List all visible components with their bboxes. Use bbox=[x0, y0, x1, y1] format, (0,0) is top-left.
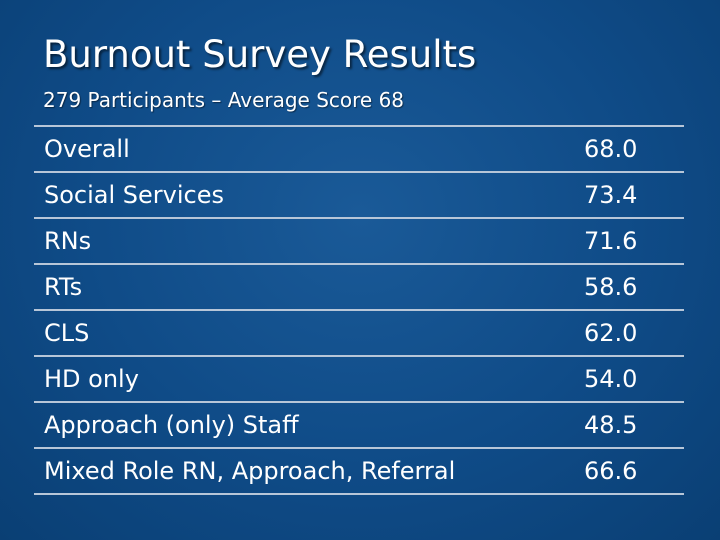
row-label: Overall bbox=[44, 135, 130, 163]
row-label: Mixed Role RN, Approach, Referral bbox=[44, 457, 456, 485]
slide-title: Burnout Survey Results bbox=[43, 33, 477, 76]
table-row: Social Services 73.4 bbox=[34, 173, 684, 219]
row-score: 73.4 bbox=[584, 181, 638, 209]
row-score: 71.6 bbox=[584, 227, 638, 255]
row-score: 54.0 bbox=[584, 365, 638, 393]
row-score: 62.0 bbox=[584, 319, 638, 347]
row-label: CLS bbox=[44, 319, 90, 347]
row-score: 66.6 bbox=[584, 457, 638, 485]
row-label: Social Services bbox=[44, 181, 224, 209]
row-label: RNs bbox=[44, 227, 92, 255]
slide-subtitle: 279 Participants – Average Score 68 bbox=[43, 88, 405, 112]
table-row: CLS 62.0 bbox=[34, 311, 684, 357]
results-table: Overall 68.0 Social Services 73.4 RNs 71… bbox=[34, 125, 684, 495]
row-label: Approach (only) Staff bbox=[44, 411, 299, 439]
table-row: RNs 71.6 bbox=[34, 219, 684, 265]
table-row: RTs 58.6 bbox=[34, 265, 684, 311]
table-row: Mixed Role RN, Approach, Referral 66.6 bbox=[34, 449, 684, 495]
row-label: HD only bbox=[44, 365, 139, 393]
table-row: Approach (only) Staff 48.5 bbox=[34, 403, 684, 449]
row-label: RTs bbox=[44, 273, 83, 301]
row-score: 68.0 bbox=[584, 135, 638, 163]
table-row: HD only 54.0 bbox=[34, 357, 684, 403]
row-score: 58.6 bbox=[584, 273, 638, 301]
table-row: Overall 68.0 bbox=[34, 127, 684, 173]
row-score: 48.5 bbox=[584, 411, 638, 439]
